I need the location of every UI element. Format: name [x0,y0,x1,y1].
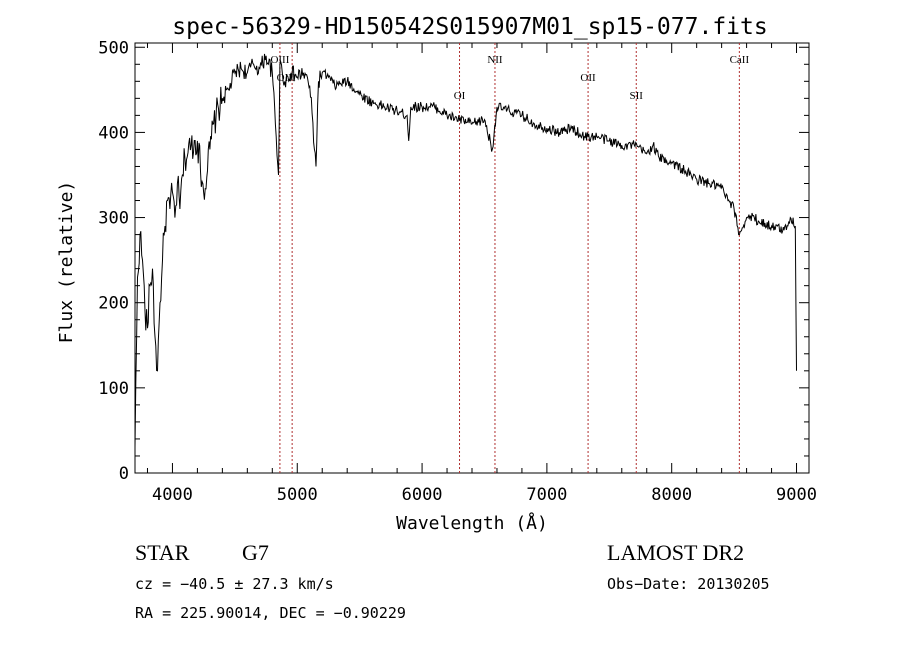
spectral-line-label: SII [630,90,644,102]
spectral-line-label: OIII [270,54,289,66]
coordinates: RA = 225.90014, DEC = −0.90229 [135,604,406,622]
x-tick-label: 6000 [402,485,443,505]
y-tick-label: 500 [98,38,129,58]
x-tick-label: 9000 [776,485,817,505]
y-tick-label: 200 [98,294,129,314]
x-tick-label: 4000 [152,485,193,505]
x-tick-label: 7000 [526,485,567,505]
chart-title: spec-56329-HD150542S015907M01_sp15-077.f… [172,14,767,40]
x-axis-ticks: 4000 5000 6000 7000 8000 9000 [146,43,817,505]
y-axis-ticks: 0 100 200 300 400 500 [98,38,809,484]
y-tick-label: 400 [98,123,129,143]
y-tick-label: 0 [119,464,129,484]
spectral-line-label: OII [580,72,596,84]
y-axis-label: Flux (relative) [56,181,77,344]
x-axis-label: Wavelength (Å) [396,512,548,534]
survey-name: LAMOST DR2 [607,540,744,565]
spectral-line-label: CaII [730,54,750,66]
spectral-line-label: OI [454,90,466,102]
cz-value: cz = −40.5 ± 27.3 km/s [135,575,334,593]
obs-date: Obs−Date: 20130205 [607,575,770,593]
spectral-line-label: NII [487,54,503,66]
subclass: G7 [242,540,269,565]
spectrum-line [134,53,797,448]
y-tick-label: 100 [98,379,129,399]
x-tick-label: 5000 [277,485,318,505]
plot-frame [134,42,810,474]
y-tick-label: 300 [98,209,129,229]
x-tick-label: 8000 [651,485,692,505]
object-class: STAR [135,540,190,565]
